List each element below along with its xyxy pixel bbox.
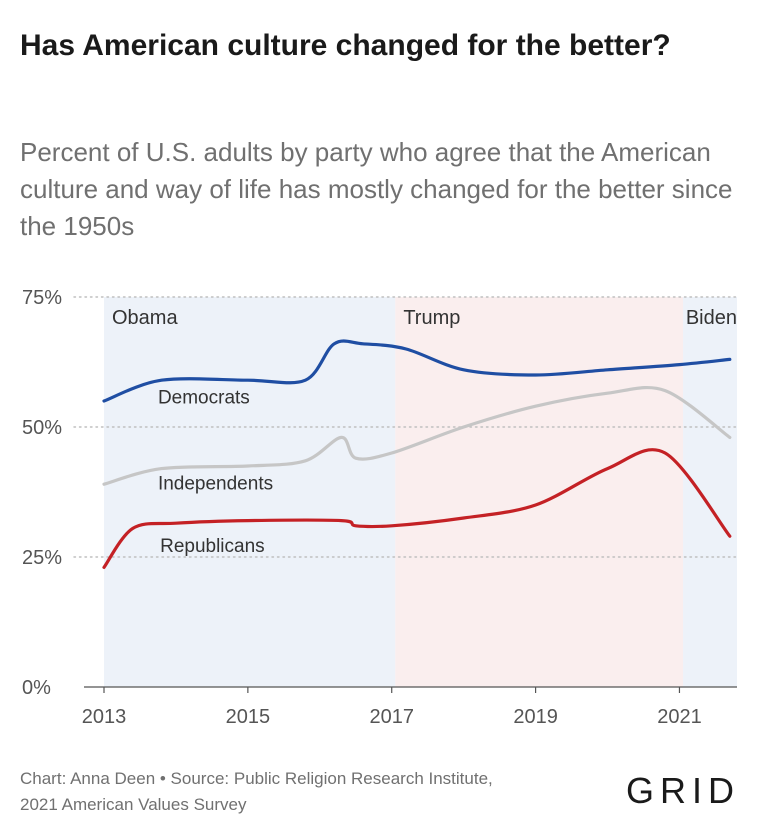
grid-logo: GRID — [626, 770, 740, 811]
series-line-democrats — [102, 339, 732, 403]
axes: 0% 25% 50% 75% 2013 2015 2017 2019 2021 — [22, 287, 737, 728]
y-tick-label: 0% — [22, 677, 51, 699]
chart-subtitle: Percent of U.S. adults by party who agre… — [20, 137, 733, 241]
x-tick-label: 2013 — [82, 706, 127, 728]
series-label-independents: Independents — [158, 473, 273, 494]
source-line-1: Chart: Anna Deen • Source: Public Religi… — [20, 769, 493, 788]
x-tick-label: 2021 — [657, 706, 702, 728]
y-tick-label: 25% — [22, 547, 62, 569]
source-line-2: 2021 American Values Survey — [20, 795, 247, 814]
gridlines — [73, 296, 738, 558]
y-tick-label: 75% — [22, 287, 62, 309]
period-label-obama: Obama — [112, 307, 178, 329]
labels: Obama Trump Biden Democrats Independents Repu… — [112, 307, 737, 557]
series-line-independents — [102, 386, 732, 486]
x-tick-label: 2015 — [226, 706, 271, 728]
line-chart: 0% 25% 50% 75% 2013 2015 2017 2019 2021 Obama Tru… — [22, 287, 738, 728]
y-tick-label: 50% — [22, 417, 62, 439]
period-band-biden — [683, 297, 737, 687]
chart-title: Has American culture changed for the bet… — [20, 29, 671, 62]
chart-footer: Chart: Anna Deen • Source: Public Religi… — [20, 766, 630, 818]
period-band-obama — [104, 297, 396, 687]
series-label-democrats: Democrats — [158, 388, 250, 409]
period-label-trump: Trump — [403, 307, 460, 329]
series-line-republicans — [102, 448, 732, 569]
series-lines — [102, 339, 732, 569]
x-tick-label: 2017 — [369, 706, 414, 728]
x-tick-label: 2019 — [513, 706, 558, 728]
period-label-biden: Biden — [686, 307, 737, 329]
series-label-republicans: Republicans — [160, 536, 265, 557]
period-band-trump — [395, 297, 684, 687]
